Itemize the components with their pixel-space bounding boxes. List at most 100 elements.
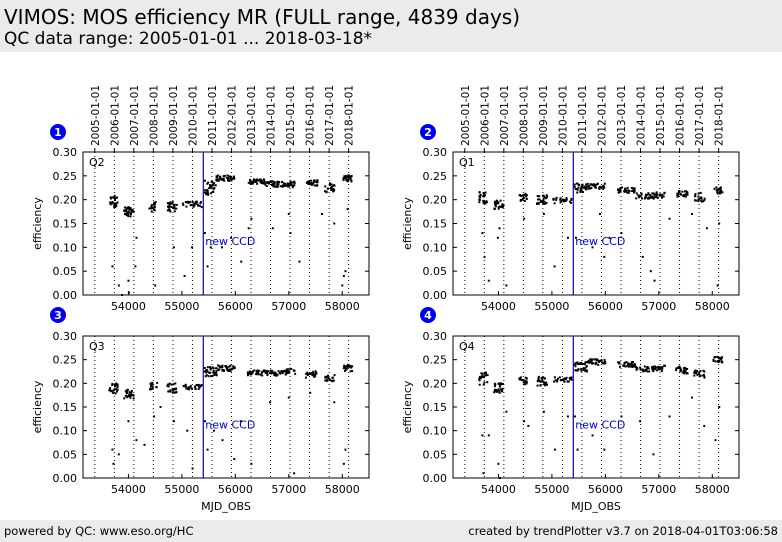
data-point (281, 185, 284, 188)
data-point (577, 368, 580, 371)
data-point (111, 448, 114, 451)
data-point (714, 355, 717, 358)
data-point (678, 365, 681, 368)
data-point (654, 365, 657, 368)
data-point (555, 196, 558, 199)
data-point (524, 379, 527, 382)
data-point (168, 208, 171, 211)
data-point (220, 177, 223, 180)
data-point (344, 174, 347, 177)
data-point (221, 439, 224, 442)
quadrant-label: Q4 (459, 340, 475, 353)
data-point (230, 176, 233, 179)
x-tick-label: 58000 (695, 300, 730, 313)
data-point (309, 179, 312, 182)
data-point (175, 203, 178, 206)
data-point (493, 385, 496, 388)
data-point (520, 379, 523, 382)
data-point (694, 195, 697, 198)
data-point (498, 205, 501, 208)
data-point (124, 209, 127, 212)
data-point (333, 401, 336, 404)
data-point (602, 187, 605, 190)
data-point (269, 369, 272, 372)
x-tick-label: 58000 (325, 483, 360, 496)
data-point (580, 361, 583, 364)
y-tick-label: 0.00 (53, 472, 78, 485)
data-point (716, 360, 719, 363)
x-axis-label: MJD_OBS (201, 500, 251, 513)
data-point (207, 375, 210, 378)
data-point (519, 194, 522, 197)
data-point (213, 373, 216, 376)
data-point (229, 368, 232, 371)
data-point (199, 202, 202, 205)
data-point (617, 361, 620, 364)
data-point (570, 376, 573, 379)
data-point (699, 370, 702, 373)
data-point (132, 210, 135, 213)
data-point (651, 196, 654, 199)
data-point (545, 202, 548, 205)
data-point (574, 188, 577, 191)
data-point (719, 190, 722, 193)
data-point (343, 366, 346, 369)
data-point (256, 371, 259, 374)
data-point (578, 184, 581, 187)
data-point (207, 193, 210, 196)
data-point (579, 368, 582, 371)
y-tick-label: 0.15 (423, 218, 448, 231)
data-point (696, 369, 699, 372)
data-point (167, 205, 170, 208)
data-point (326, 187, 329, 190)
data-point (306, 371, 309, 374)
data-point (589, 187, 592, 190)
data-point (251, 180, 254, 183)
data-point (166, 384, 169, 387)
data-point (110, 202, 113, 205)
data-point (576, 369, 579, 372)
data-point (498, 389, 501, 392)
data-point (657, 366, 660, 369)
data-point (210, 184, 213, 187)
data-point (113, 194, 116, 197)
data-point (539, 384, 542, 387)
data-point (124, 213, 127, 216)
plot-area: 2005-01-01 2006-01-01 2007-01-01 2008-01-01… (31, 85, 740, 513)
data-point (204, 375, 207, 378)
data-point (627, 365, 630, 368)
data-point (312, 370, 315, 373)
data-point (209, 246, 212, 249)
data-point (542, 199, 545, 202)
data-point (635, 366, 638, 369)
panel-number-badge (420, 307, 436, 323)
data-point (221, 364, 224, 367)
date-tick-label: 2014-01-01 (636, 85, 648, 146)
data-point (576, 361, 579, 364)
data-point (348, 365, 351, 368)
data-point (716, 284, 719, 287)
data-point (281, 184, 284, 187)
data-point (622, 364, 625, 367)
data-point (310, 182, 313, 185)
data-point (496, 199, 499, 202)
data-point (328, 184, 331, 187)
data-point (150, 210, 153, 213)
data-point (154, 201, 157, 204)
data-point (279, 372, 282, 375)
data-point (596, 183, 599, 186)
data-point (109, 197, 112, 200)
data-point (563, 377, 566, 380)
data-point (108, 389, 111, 392)
data-point (628, 190, 631, 193)
data-point (560, 199, 563, 202)
date-tick-label: 2010-01-01 (187, 85, 199, 146)
data-point (700, 197, 703, 200)
data-point (129, 211, 132, 214)
data-point (314, 371, 317, 374)
data-point (652, 453, 655, 456)
data-point (478, 198, 481, 201)
data-point (493, 388, 496, 391)
data-point (629, 362, 632, 365)
data-point (552, 198, 555, 201)
